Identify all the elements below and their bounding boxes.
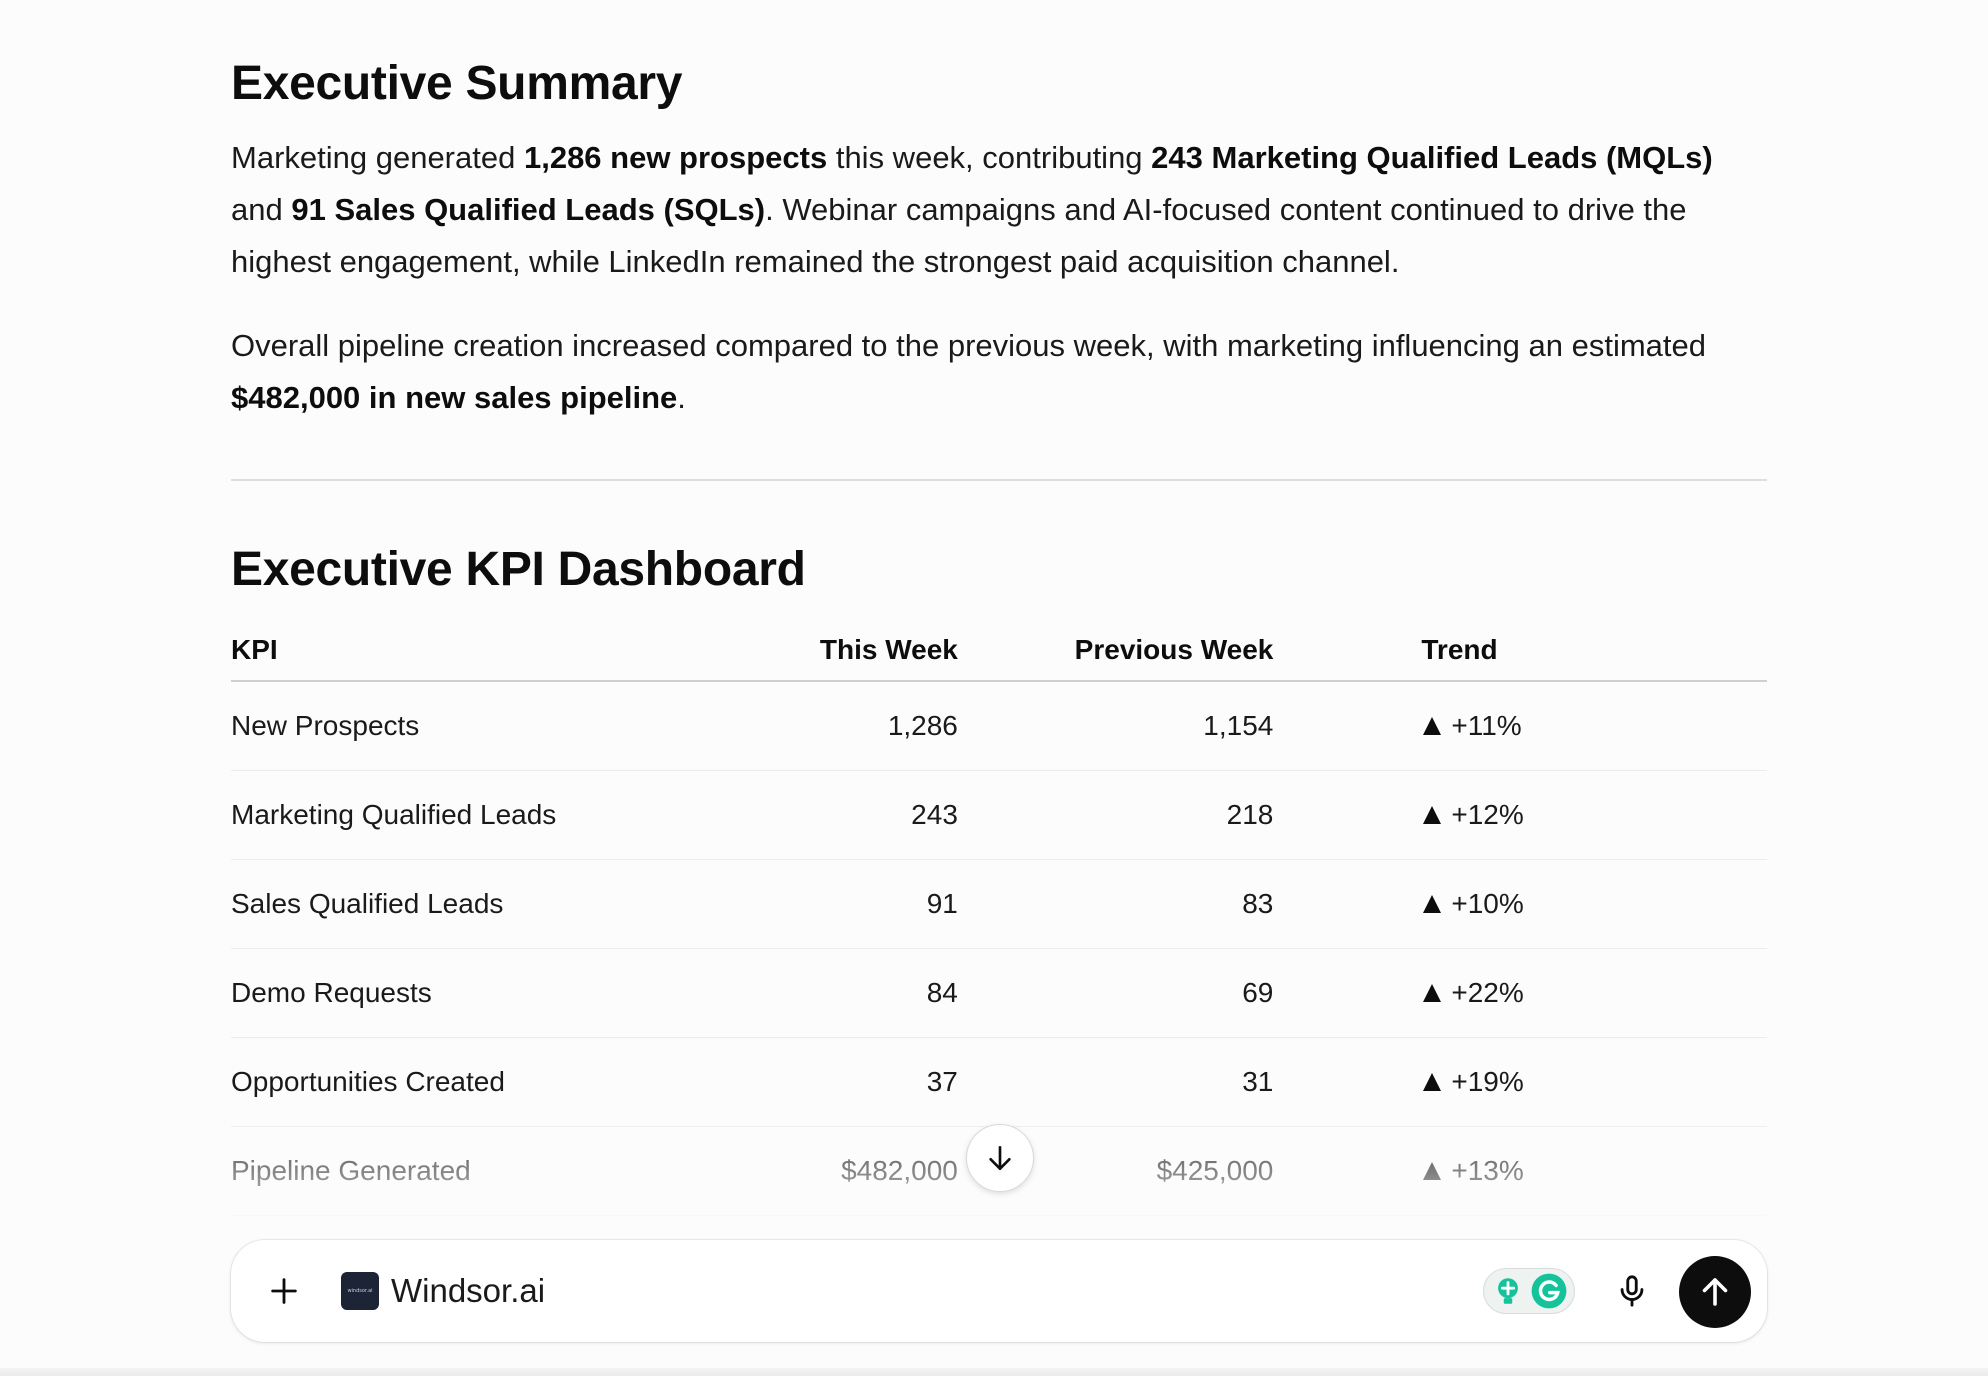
cell-previous-week: 1,154 xyxy=(957,681,1274,771)
windsor-logo-text: windsor.ai xyxy=(347,1288,373,1294)
cell-trend: +11% xyxy=(1273,681,1767,771)
table-row: Marketing Qualified Leads 243 218 +12% xyxy=(231,770,1767,860)
trend-value: +13% xyxy=(1451,1155,1524,1186)
trend-value: +19% xyxy=(1451,1066,1524,1097)
cell-previous-week: 31 xyxy=(957,1037,1274,1127)
add-attachment-button[interactable] xyxy=(253,1260,315,1322)
bottom-edge xyxy=(0,1368,1988,1376)
table-row: New Prospects 1,286 1,154 +11% xyxy=(231,681,1767,771)
triangle-up-icon xyxy=(1423,984,1442,1002)
send-button[interactable] xyxy=(1679,1256,1751,1328)
column-header-trend: Trend xyxy=(1273,620,1767,682)
cell-trend: +12% xyxy=(1273,770,1767,860)
voice-input-button[interactable] xyxy=(1607,1266,1657,1316)
microphone-icon xyxy=(1620,1275,1644,1307)
triangle-up-icon xyxy=(1423,806,1442,824)
column-header-this-week: This Week xyxy=(735,620,958,682)
triangle-up-icon xyxy=(1423,1073,1442,1091)
cell-kpi: Opportunities Created xyxy=(231,1037,736,1127)
cell-previous-week: 69 xyxy=(957,948,1274,1038)
cell-trend: +10% xyxy=(1273,859,1767,949)
cell-trend: +13% xyxy=(1273,1126,1767,1216)
cell-this-week: $482,000 xyxy=(735,1126,958,1216)
table-header-row: KPI This Week Previous Week Trend xyxy=(231,620,1767,682)
cell-kpi: Pipeline Generated xyxy=(231,1126,736,1216)
triangle-up-icon xyxy=(1423,895,1442,913)
text-run: . Webinar campaigns and AI-focused conte… xyxy=(231,192,1687,279)
cell-this-week: 1,286 xyxy=(735,681,958,771)
trend-value: +12% xyxy=(1451,799,1524,830)
connector-chip-label: Windsor.ai xyxy=(391,1272,546,1309)
triangle-up-icon xyxy=(1423,717,1442,735)
table-row: Sales Qualified Leads 91 83 +10% xyxy=(231,859,1767,949)
trend-value: +22% xyxy=(1451,977,1524,1008)
bold-run: 243 Marketing Qualified Leads (MQLs) xyxy=(1151,140,1713,175)
section-divider xyxy=(231,479,1767,481)
trend-value: +10% xyxy=(1451,888,1524,919)
grammarly-icon[interactable] xyxy=(1530,1272,1568,1310)
plus-icon xyxy=(271,1278,297,1304)
cell-trend: +19% xyxy=(1273,1037,1767,1127)
column-header-kpi: KPI xyxy=(231,620,736,682)
scroll-to-bottom-button[interactable] xyxy=(966,1124,1034,1192)
arrow-down-icon xyxy=(989,1146,1011,1170)
message-composer[interactable]: windsor.ai Windsor.ai xyxy=(231,1240,1767,1342)
column-header-previous-week: Previous Week xyxy=(957,620,1274,682)
bold-run: 1,286 new prospects xyxy=(523,140,828,175)
text-run: Marketing generated xyxy=(231,140,524,175)
cell-previous-week: 83 xyxy=(957,859,1274,949)
text-run: this week, contributing xyxy=(827,140,1152,175)
cell-previous-week: 218 xyxy=(957,770,1274,860)
cell-this-week: 91 xyxy=(735,859,958,949)
arrow-up-icon xyxy=(1702,1278,1728,1306)
cell-this-week: 37 xyxy=(735,1037,958,1127)
text-run: Overall pipeline creation increased comp… xyxy=(231,328,1707,363)
cell-trend: +22% xyxy=(1273,948,1767,1038)
cell-kpi: Sales Qualified Leads xyxy=(231,859,736,949)
extension-pill[interactable] xyxy=(1483,1268,1575,1314)
lightbulb-icon[interactable] xyxy=(1491,1274,1525,1308)
bold-run: $482,000 in new sales pipeline xyxy=(231,380,678,415)
connector-chip-windsor[interactable]: windsor.ai Windsor.ai xyxy=(341,1270,545,1312)
bold-run: 91 Sales Qualified Leads (SQLs) xyxy=(291,192,766,227)
kpi-dashboard-heading: Executive KPI Dashboard xyxy=(231,543,806,596)
windsor-logo: windsor.ai xyxy=(341,1272,379,1310)
triangle-up-icon xyxy=(1423,1162,1442,1180)
executive-summary-heading: Executive Summary xyxy=(231,57,683,110)
text-run: . xyxy=(677,380,686,415)
summary-paragraph-2: Overall pipeline creation increased comp… xyxy=(231,320,1767,424)
trend-value: +11% xyxy=(1451,710,1522,741)
text-run: and xyxy=(231,192,292,227)
cell-this-week: 243 xyxy=(735,770,958,860)
cell-kpi: Demo Requests xyxy=(231,948,736,1038)
table-row: Demo Requests 84 69 +22% xyxy=(231,948,1767,1038)
summary-paragraph-1: Marketing generated 1,286 new prospects … xyxy=(231,132,1767,288)
cell-kpi: Marketing Qualified Leads xyxy=(231,770,736,860)
table-row: Opportunities Created 37 31 +19% xyxy=(231,1037,1767,1127)
cell-kpi: New Prospects xyxy=(231,681,736,771)
cell-this-week: 84 xyxy=(735,948,958,1038)
